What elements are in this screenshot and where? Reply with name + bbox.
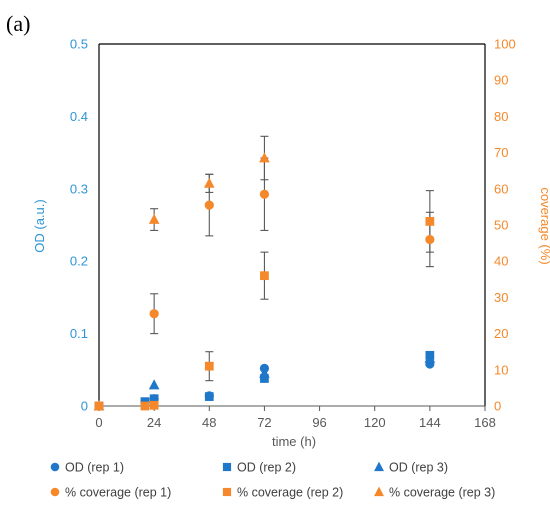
y-tick-label: 0.1: [70, 326, 88, 341]
y2-tick-label: 90: [494, 73, 508, 88]
y2-tick-label: 70: [494, 145, 508, 160]
data-point-square: [149, 400, 159, 410]
y2-tick-label: 80: [494, 109, 508, 124]
x-tick-label: 0: [95, 415, 102, 430]
legend-label: OD (rep 1): [65, 461, 124, 475]
data-point-square: [425, 217, 435, 226]
x-tick-label: 168: [474, 415, 496, 430]
y2-tick-label: 100: [494, 37, 516, 52]
x-axis-title: time (h): [272, 434, 316, 449]
axes: 0 24 48 72 96 120 144 16800.10.20.30.40.5010203…: [70, 37, 516, 431]
data-point-circle: [425, 234, 435, 245]
legend-marker-square: [222, 487, 232, 497]
y-axis-title: OD (a.u.): [32, 199, 47, 252]
legend-label: % coverage (rep 2): [237, 486, 343, 500]
legend-marker-square: [222, 462, 232, 472]
x-tick-label: 24: [147, 415, 161, 430]
y-tick-label: 0.4: [70, 109, 88, 124]
x-tick-label: 120: [364, 415, 386, 430]
y2-tick-label: 60: [494, 181, 508, 196]
data-point-triangle: [259, 152, 270, 163]
legend-marker-circle: [50, 487, 60, 497]
data-point-circle: [259, 189, 270, 199]
data-point-square: [260, 374, 269, 383]
data-point-triangle: [203, 177, 215, 188]
y2-axis-title: coverage (%): [538, 187, 550, 264]
y-tick-label: 0.5: [70, 37, 88, 52]
data-point-square: [149, 394, 159, 404]
y2-tick-label: 50: [494, 218, 508, 233]
data-markers: [93, 152, 436, 411]
data-point-square: [204, 361, 214, 371]
legend-label: OD (rep 2): [237, 461, 296, 475]
data-point-triangle: [148, 379, 160, 390]
y2-tick-label: 40: [494, 254, 508, 269]
data-point-square: [260, 271, 269, 281]
y2-tick-label: 20: [494, 326, 508, 341]
x-tick-label: 72: [257, 415, 271, 430]
legend-label: % coverage (rep 1): [65, 486, 171, 500]
y-tick-label: 0.2: [70, 254, 88, 269]
y2-tick-label: 30: [494, 290, 508, 305]
y2-tick-label: 10: [494, 362, 508, 377]
data-point-triangle: [148, 213, 160, 224]
y2-tick-label: 0: [494, 399, 501, 414]
legend-marker-triangle: [374, 486, 384, 497]
x-tick-label: 48: [202, 415, 216, 430]
x-tick-label: 96: [312, 415, 326, 430]
y-tick-label: 0.3: [70, 181, 88, 196]
data-point-circle: [204, 200, 214, 210]
legend-marker-circle: [50, 462, 60, 472]
legend-marker-triangle: [374, 461, 384, 472]
data-point-triangle: [424, 352, 436, 363]
y-tick-label: 0: [81, 399, 88, 414]
legend-label: OD (rep 3): [389, 461, 448, 475]
data-point-triangle: [93, 400, 105, 411]
data-point-circle: [149, 309, 159, 319]
data-point-square: [204, 392, 214, 401]
data-point-triangle: [259, 367, 270, 378]
x-tick-label: 144: [419, 415, 441, 430]
legend-label: % coverage (rep 3): [389, 486, 495, 500]
data-point-square: [140, 401, 150, 411]
error-bars: [140, 135, 434, 407]
legend: OD (rep 1) OD (rep 2) OD (rep 3) % coverage…: [50, 461, 495, 500]
panel-label: (a): [6, 11, 30, 36]
